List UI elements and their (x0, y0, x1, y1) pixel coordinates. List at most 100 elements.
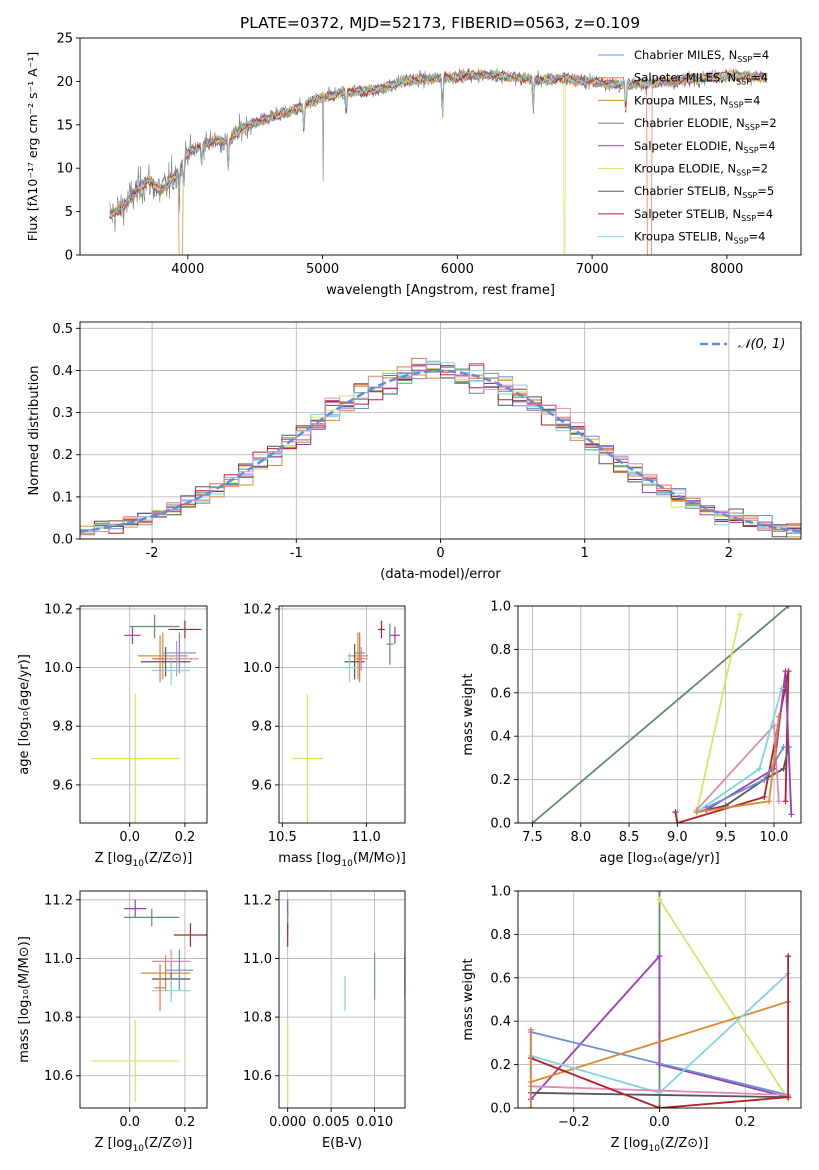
y-tick-label: 0.4 (490, 730, 511, 745)
legend-entry-sub: SSP (741, 214, 756, 223)
x-tick-label: 8.0 (570, 830, 591, 845)
weight-marker-kroupa_stelib (778, 685, 785, 692)
weight-marker-chabrier_elodie (656, 891, 663, 894)
plot-marks (529, 606, 795, 823)
weight-line-chabrier_miles (530, 1031, 789, 1096)
y-axis-label: Normed distribution (27, 366, 42, 496)
plot-marks (527, 891, 792, 1108)
legend-entry-main: Salpeter ELODIE, N (634, 139, 744, 153)
axes-weight_vs_Z: −0.2 0.0 0.2 0.0 0.2 0.4 0.6 0.8 1.0 Z [log10(Z/Z… (461, 885, 802, 1154)
y-tick-label: 9.8 (52, 720, 73, 735)
weight-line-pink (530, 1085, 789, 1096)
weight-marker-kroupa_miles (693, 809, 700, 816)
y-axis-label: mass weight (461, 673, 476, 755)
legend-entry: Salpeter ELODIE, NSSP=4 (634, 139, 776, 155)
y-tick-label: 0.2 (490, 1058, 511, 1073)
weight-marker-salpeter_elodie (656, 953, 663, 960)
y-tick-label: 0.4 (52, 364, 73, 379)
y-axis-label: age [log₁₀(age/yr)] (17, 654, 32, 775)
x-axis-label-sub: 10 (133, 1144, 145, 1154)
gaussian-curve (80, 369, 801, 533)
y-tick-label: 0.8 (490, 643, 511, 658)
x-axis-label-sub: 10 (341, 859, 353, 869)
weight-marker-salpeter_stelib (656, 1105, 663, 1108)
figure-title: PLATE=0372, MJD=52173, FIBERID=0563, z=0… (240, 14, 640, 32)
legend-entry-main: Salpeter MILES, N (634, 71, 736, 85)
legend-entry-sub: SSP (729, 100, 744, 109)
legend-entry-sub: SSP (744, 146, 759, 155)
legend-entry-sub: SSP (745, 123, 760, 132)
legend-entry-main: Chabrier ELODIE, N (634, 116, 745, 130)
legend-entry-tail: =4 (756, 207, 773, 221)
x-tick-label: 2 (725, 546, 733, 561)
plot-area (279, 891, 405, 1108)
weight-marker-kroupa_elodie (656, 896, 663, 903)
y-tick-label: 10.8 (243, 1011, 272, 1026)
x-axis-label: mass [log10(M/M⊙)] (278, 851, 406, 869)
histogram-kroupa_stelib (80, 360, 801, 533)
y-axis-label: Flux [fλ10⁻¹⁷ erg cm⁻² s⁻¹ A⁻¹] (25, 52, 40, 241)
x-axis-label: age [log₁₀(age/yr)] (599, 851, 720, 866)
axes-frame (278, 890, 406, 1109)
spectrum-model-kroupa_stelib (109, 67, 768, 220)
weight-line-kroupa_elodie (695, 614, 742, 813)
axes-frame (79, 890, 208, 1109)
x-tick-label: -2 (146, 546, 159, 561)
y-tick-label: 0.0 (490, 817, 511, 832)
x-axis-label: Z [log10(Z/Z⊙)] (95, 1136, 193, 1154)
y-axis-label: mass [log₁₀(M/M⊙)] (17, 936, 32, 1063)
axes-spectrum: 4000 5000 6000 7000 8000 0 5 10 15 20 25 wavelength… (25, 32, 802, 298)
y-tick-label: 0.6 (490, 971, 511, 986)
weight-marker-chabrier_stelib (780, 765, 787, 772)
legend-entry: Chabrier MILES, NSSP=4 (634, 48, 769, 64)
x-tick-label: 4000 (171, 262, 204, 277)
y-tick-label: 10.6 (44, 1069, 73, 1084)
x-axis-label-main: Z [log (95, 851, 133, 866)
legend-entry-tail: =4 (752, 48, 769, 62)
weight-marker-kroupa_stelib (756, 765, 763, 772)
x-tick-label: 8.5 (619, 830, 640, 845)
x-tick-label: 7000 (576, 262, 609, 277)
legend-entry: Salpeter STELIB, NSSP=4 (634, 207, 773, 223)
legend-entry: Chabrier STELIB, NSSP=5 (634, 184, 774, 200)
x-tick-label: 0.2 (175, 1115, 196, 1130)
y-tick-label: 9.6 (251, 778, 272, 793)
y-tick-label: 1.0 (490, 885, 511, 900)
x-axis-label-main: Z [log (95, 1136, 133, 1151)
legend-entry-main: Salpeter STELIB, N (634, 207, 741, 221)
x-axis-label: E(B-V) (322, 1136, 362, 1151)
weight-marker-kroupa_miles (775, 713, 782, 720)
weight-marker-salpeter_stelib (782, 798, 789, 805)
y-tick-label: 0.2 (52, 448, 73, 463)
y-tick-label: 0 (65, 249, 73, 264)
x-tick-label: 1 (581, 546, 589, 561)
x-tick-label: 8000 (710, 262, 743, 277)
histogram-chabrier_stelib (80, 364, 801, 538)
x-axis-label-tail: (Z/Z⊙)] (144, 1136, 192, 1151)
weight-marker-chabrier_miles (780, 744, 787, 751)
legend-entry-tail: =4 (749, 230, 766, 244)
axes-age_vs_mass: 10.5 11.0 9.6 9.8 10.0 10.2 mass [log10(M/M⊙)] (243, 602, 406, 869)
axes-mass_vs_EBV: 0.000 0.005 0.010 10.6 10.8 11.0 11.2 E(B-V) (243, 890, 406, 1151)
axes-residuals: -2 -1 0 1 2 0.0 0.1 0.2 0.3 0.4 0.5 (data-model)/er… (27, 321, 802, 582)
legend-entry-tail: =2 (751, 162, 768, 176)
y-tick-label: 0.0 (52, 533, 73, 548)
spectrum-model-kroupa_elodie (109, 68, 768, 255)
weight-line-chabrier_stelib (530, 1091, 789, 1099)
y-tick-label: 11.0 (44, 952, 73, 967)
x-tick-label: -1 (290, 546, 303, 561)
legend-entry-sub: SSP (737, 55, 752, 64)
x-axis-label-sub: 10 (133, 859, 145, 869)
legend-entry-tail: =2 (760, 116, 777, 130)
y-tick-label: 10.2 (243, 602, 272, 617)
x-axis-label-sub: 10 (649, 1144, 661, 1154)
weight-line-kroupa_elodie (658, 899, 789, 1100)
weight-marker-kroupa_miles (766, 798, 773, 805)
y-tick-label: 0.0 (490, 1102, 511, 1117)
weight-marker-salpeter_stelib (785, 953, 792, 960)
axes-weight_vs_age: 7.5 8.0 8.5 9.0 9.5 10.0 0.0 0.2 0.4 0.6 0.8 1.0 age… (461, 600, 802, 866)
x-axis-label-main: Z [log (611, 1136, 649, 1151)
weight-marker-salpeter_stelib (672, 809, 679, 816)
x-tick-label: 0.2 (175, 830, 196, 845)
